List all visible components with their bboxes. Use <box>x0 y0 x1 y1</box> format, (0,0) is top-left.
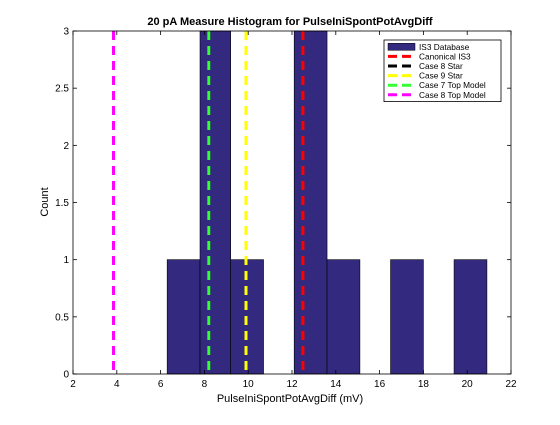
y-tick-label: 3 <box>63 27 69 38</box>
legend-entry-label: Case 7 Top Model <box>419 80 486 90</box>
histogram-bar-7 <box>390 259 424 375</box>
y-tick-label: 0.5 <box>55 312 69 323</box>
histogram-bar-9 <box>453 259 488 375</box>
x-axis-label: PulseIniSpontPotAvgDiff (mV) <box>217 393 363 405</box>
x-tick-label: 18 <box>418 379 430 390</box>
x-tick-label: 22 <box>505 379 517 390</box>
legend-entry-label: Canonical IS3 <box>419 51 471 61</box>
histogram-bar-0 <box>166 259 201 375</box>
plot-area: 2 4 6 8 10 12 14 16 18 20 22 0 0.5 1 1.5 2 2.5 3 <box>55 27 517 391</box>
histogram-bar-1 <box>199 30 231 375</box>
legend-swatch-bars <box>387 43 416 51</box>
y-tick-label: 2.5 <box>55 84 69 95</box>
histogram-bar-5 <box>326 259 361 375</box>
legend-box <box>383 39 502 102</box>
x-tick-label: 16 <box>374 379 386 390</box>
x-tick-label: 8 <box>202 379 208 390</box>
x-tick-label: 4 <box>114 379 120 390</box>
y-tick-label: 1.5 <box>55 198 69 209</box>
chart-title: 20 pA Measure Histogram for PulseIniSpon… <box>147 16 433 28</box>
x-tick-label: 20 <box>462 379 474 390</box>
x-tick-label: 12 <box>286 379 298 390</box>
legend-entry-label: Case 8 Star <box>419 61 463 71</box>
x-tick-label: 6 <box>158 379 164 390</box>
legend-entry-label: Case 8 Top Model <box>419 90 486 100</box>
y-tick-label: 2 <box>63 141 69 152</box>
legend-entry-label: Case 9 Star <box>419 71 463 81</box>
y-tick-label: 0 <box>63 370 69 381</box>
histogram-bar-4 <box>293 30 328 375</box>
y-axis-label: Count <box>39 187 51 216</box>
legend-entry-label: IS3 Database <box>419 42 470 52</box>
x-tick-label: 10 <box>243 379 255 390</box>
x-tick-label: 14 <box>330 379 342 390</box>
x-tick-label: 2 <box>70 379 76 390</box>
y-tick-label: 1 <box>63 255 69 266</box>
